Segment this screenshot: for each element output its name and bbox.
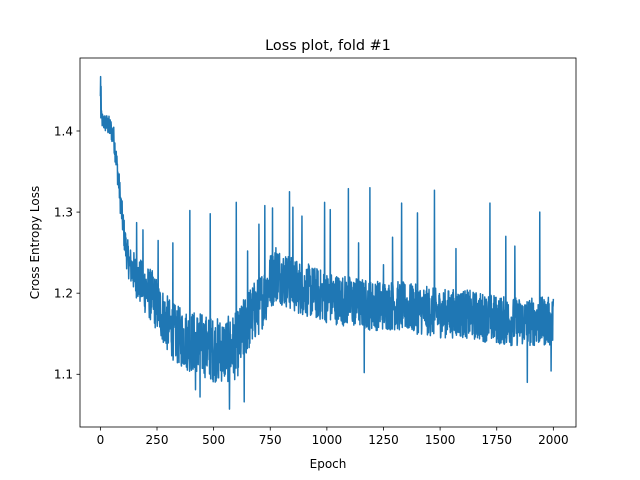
- axes-frame: [79, 57, 577, 428]
- y-tick-label: 1.3: [54, 205, 73, 219]
- y-axis-ticks: 1.1 1.2 1.3 1.4: [54, 124, 80, 382]
- x-tick-label: 750: [259, 433, 282, 447]
- y-tick-label: 1.1: [54, 368, 73, 382]
- x-axis-ticks: 0 250 500 750 1000 1250 1500 1750 2000: [97, 427, 569, 447]
- y-tick-label: 1.2: [54, 286, 73, 300]
- loss-series-line: [99, 75, 555, 410]
- x-axis-label: Epoch: [310, 457, 347, 471]
- x-tick-label: 250: [146, 433, 169, 447]
- plot-area: [99, 75, 555, 410]
- x-tick-label: 1500: [425, 433, 456, 447]
- x-tick-label: 2000: [538, 433, 569, 447]
- x-tick-label: 500: [202, 433, 225, 447]
- chart-title: Loss plot, fold #1: [265, 38, 391, 54]
- x-tick-label: 1750: [481, 433, 512, 447]
- x-tick-label: 1000: [312, 433, 343, 447]
- y-axis-label: Cross Entropy Loss: [28, 186, 42, 299]
- x-tick-label: 0: [97, 433, 105, 447]
- x-tick-label: 1250: [368, 433, 399, 447]
- y-tick-label: 1.4: [54, 124, 73, 138]
